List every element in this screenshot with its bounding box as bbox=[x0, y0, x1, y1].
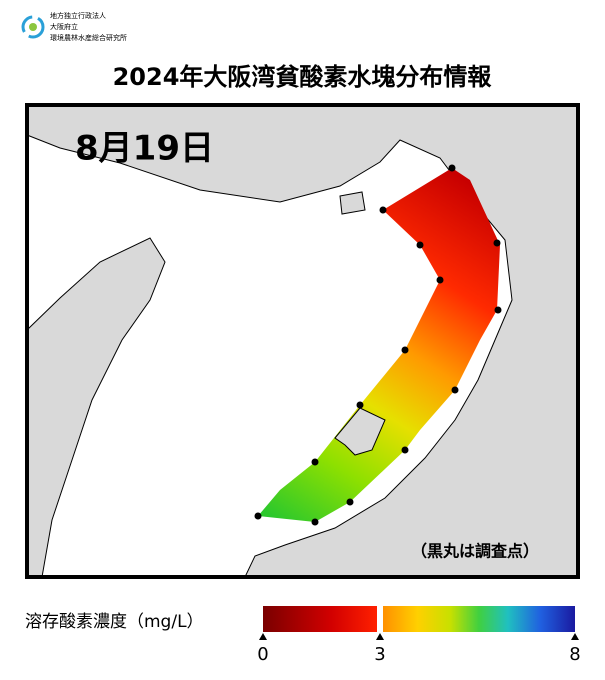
colorbar bbox=[263, 606, 575, 632]
tick-mark bbox=[376, 633, 384, 640]
note: （黒丸は調査点） bbox=[411, 542, 539, 561]
stations bbox=[254, 164, 502, 526]
legend-label: 溶存酸素濃度（mg/L） bbox=[25, 612, 204, 632]
map bbox=[25, 103, 580, 579]
tick-label: 0 bbox=[257, 644, 268, 665]
tick-label: 8 bbox=[569, 644, 580, 665]
tick-label: 3 bbox=[374, 644, 385, 665]
logo bbox=[21, 15, 45, 39]
island bbox=[339, 191, 366, 215]
tick-mark bbox=[259, 633, 267, 640]
tick-mark bbox=[571, 633, 579, 640]
date: 8月19日 bbox=[75, 129, 214, 169]
org-line: 環境農林水産総合研究所 bbox=[50, 33, 127, 42]
org-line: 大阪府立 bbox=[50, 22, 78, 31]
org-line: 地方独立行政法人 bbox=[50, 11, 106, 20]
island bbox=[26, 237, 166, 578]
title: 2024年大阪湾貧酸素水塊分布情報 bbox=[113, 63, 493, 91]
do-area bbox=[258, 168, 500, 522]
